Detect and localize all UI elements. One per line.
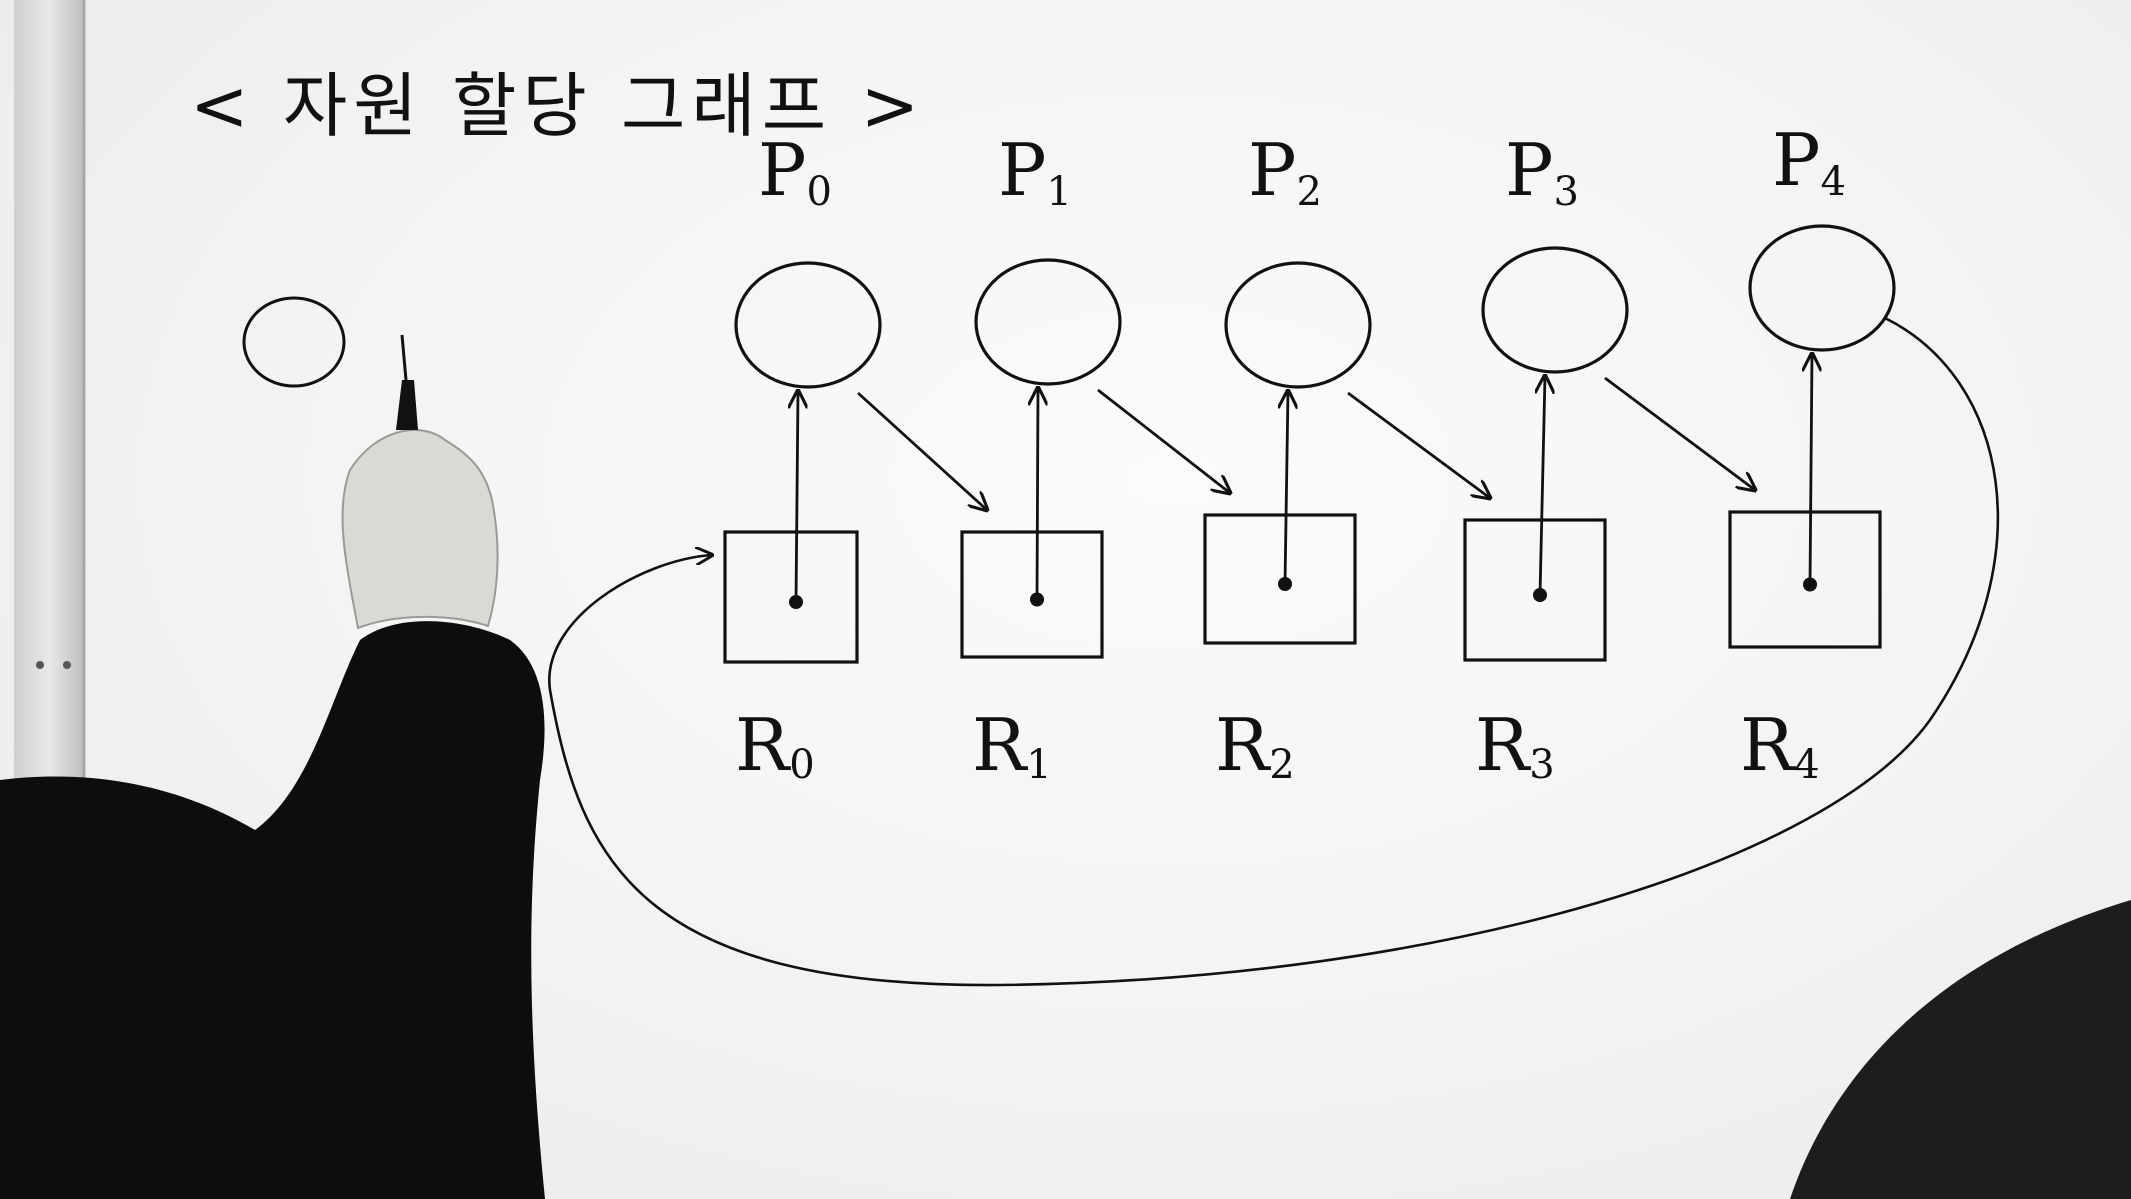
process-node-p0 bbox=[734, 261, 882, 389]
resource-node-r1 bbox=[960, 530, 1104, 659]
frame-screw bbox=[36, 661, 44, 669]
assignment-edge-r1-p1 bbox=[1037, 388, 1038, 600]
assignment-edge-r2-p2 bbox=[1285, 391, 1288, 585]
graph-edges bbox=[796, 354, 1812, 603]
request-edge-p2-r3 bbox=[1347, 391, 1490, 498]
resource-label-r0: R0 bbox=[735, 703, 815, 788]
resource-node-r2 bbox=[1203, 513, 1357, 645]
diagram-title: < 자원 할당 그래프 > bbox=[190, 65, 925, 147]
resource-nodes: R0 R1 R2 R3 R4 bbox=[723, 510, 1882, 788]
request-edge-p3-r4 bbox=[1604, 376, 1755, 490]
assignment-edge-r4-p4 bbox=[1810, 354, 1812, 585]
process-node-p4 bbox=[1748, 224, 1896, 352]
resource-label-r1: R1 bbox=[972, 703, 1052, 788]
process-nodes: P0 P1 P2 P3 P4 bbox=[734, 118, 1896, 389]
board-frame bbox=[14, 0, 84, 780]
request-edge-p1-r2 bbox=[1097, 388, 1230, 493]
resource-node-r0 bbox=[723, 530, 859, 664]
process-label-p3: P3 bbox=[1505, 128, 1579, 215]
request-edge-p0-r1 bbox=[857, 391, 987, 510]
presenter-arm bbox=[0, 334, 545, 1199]
process-node-p3 bbox=[1481, 246, 1629, 374]
process-label-p4: P4 bbox=[1772, 118, 1846, 205]
process-node-p2 bbox=[1224, 261, 1372, 389]
resource-label-r4: R4 bbox=[1740, 703, 1820, 788]
process-label-p1: P1 bbox=[998, 128, 1072, 215]
resource-node-r4 bbox=[1728, 510, 1882, 649]
process-node-p1 bbox=[974, 258, 1122, 386]
request-edge-p4-r0 bbox=[548, 316, 2000, 987]
resource-label-r3: R3 bbox=[1475, 703, 1555, 788]
hand-drawn-circle bbox=[242, 296, 346, 388]
viewer-head-shadow bbox=[1790, 900, 2131, 1199]
resource-node-r3 bbox=[1463, 518, 1607, 662]
resource-label-r2: R2 bbox=[1215, 703, 1295, 788]
assignment-edge-r3-p3 bbox=[1540, 376, 1545, 596]
frame-screw bbox=[63, 661, 71, 669]
process-label-p2: P2 bbox=[1248, 128, 1322, 215]
assignment-edge-r0-p0 bbox=[796, 391, 798, 603]
